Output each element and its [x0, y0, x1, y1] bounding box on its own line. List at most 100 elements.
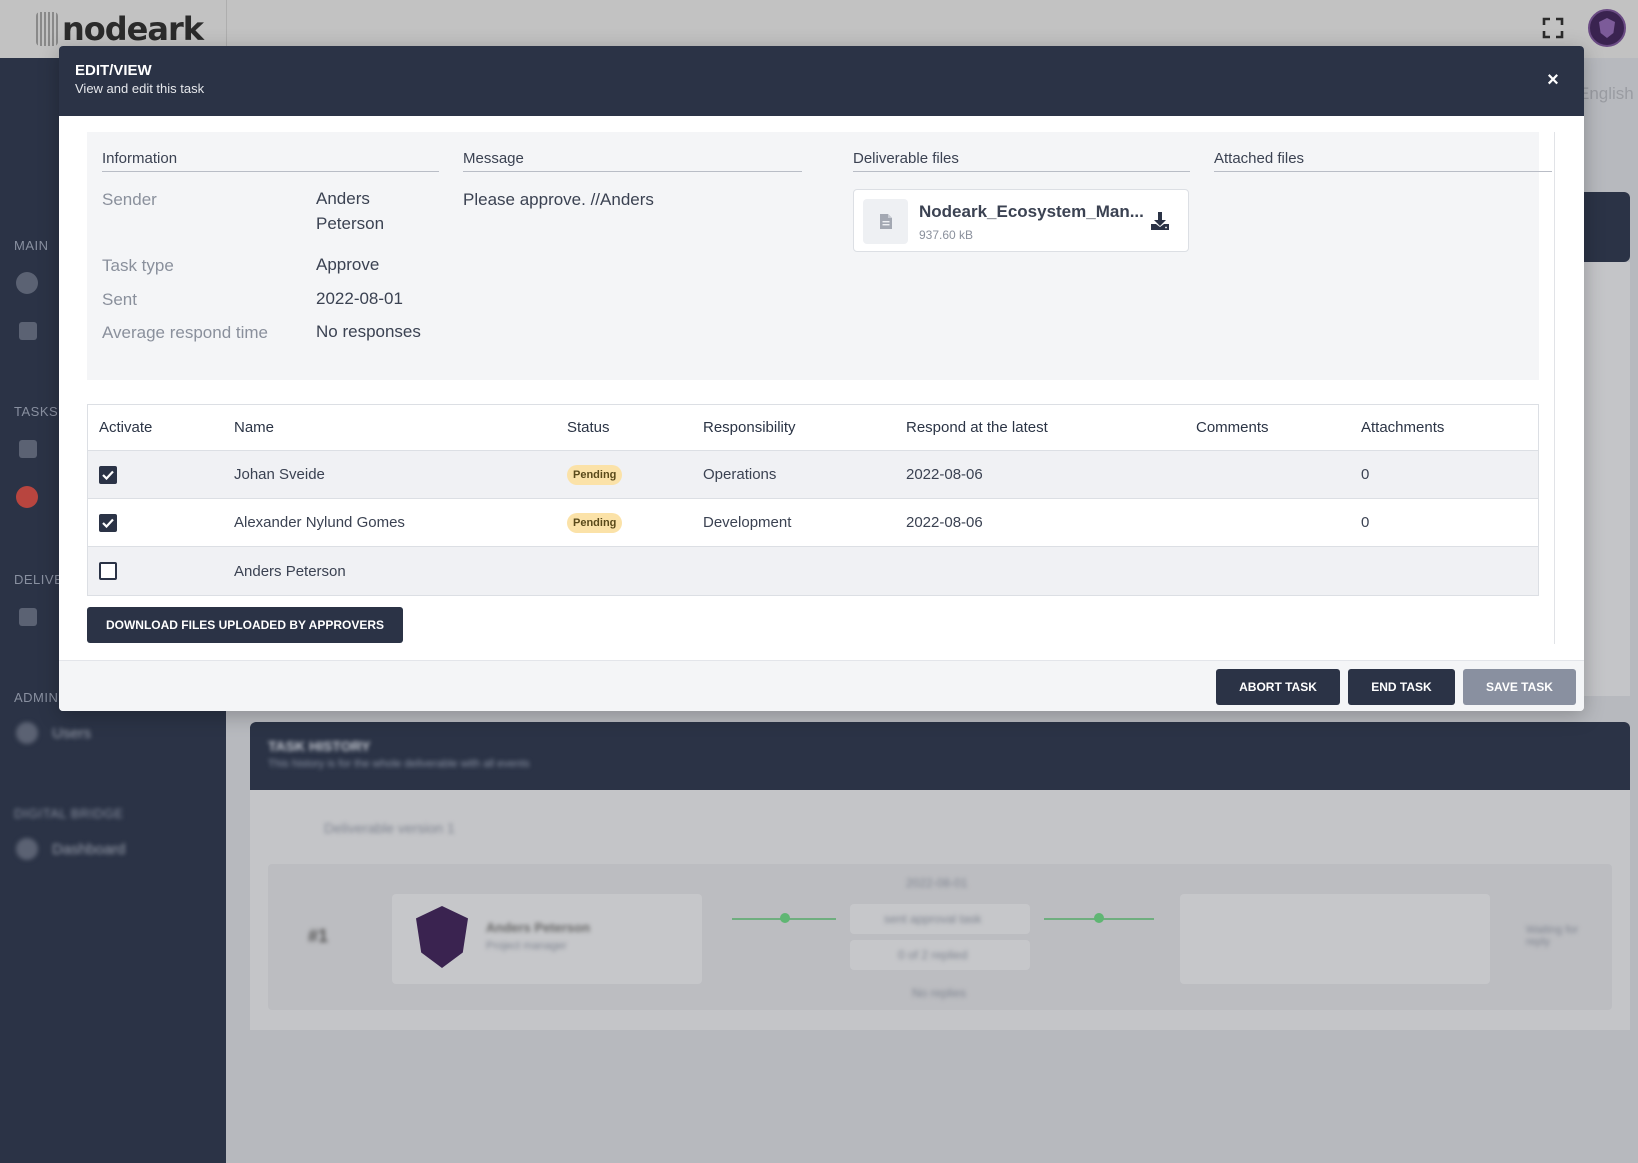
history-no-replies: No replies	[912, 986, 967, 1000]
progress-dot	[1094, 913, 1104, 923]
history-replies-card	[850, 940, 1030, 970]
modal-subtitle: View and edit this task	[75, 81, 205, 96]
deliverable-file-card[interactable]: Nodeark_Ecosystem_Man... 937.60 kB	[853, 189, 1189, 252]
sent-label: Sent	[102, 290, 137, 309]
status-badge: Pending	[567, 512, 623, 533]
modal-title: EDIT/VIEW	[75, 62, 152, 79]
modal-header: EDIT/VIEW View and edit this task ×	[59, 46, 1584, 116]
col-status: Status	[567, 419, 610, 436]
abort-task-button[interactable]: ABORT TASK	[1216, 669, 1340, 705]
history-date: 2022-08-01	[906, 876, 968, 890]
folder-icon	[19, 322, 37, 340]
close-icon[interactable]: ×	[1547, 68, 1559, 91]
sidebar-section-admin: ADMIN	[14, 690, 59, 705]
activate-checkbox[interactable]	[99, 465, 117, 484]
information-heading: Information	[102, 150, 439, 172]
sidebar-item-users[interactable]: Users	[16, 718, 216, 748]
activate-cell	[99, 547, 117, 595]
dashboard-icon	[16, 838, 38, 860]
sidebar-item-settings[interactable]	[16, 268, 216, 298]
history-header	[250, 722, 1630, 790]
activate-checkbox[interactable]	[99, 513, 117, 532]
col-attachments: Attachments	[1361, 419, 1445, 436]
download-icon[interactable]	[1150, 211, 1170, 231]
modal-footer: ABORT TASK END TASK SAVE TASK	[59, 660, 1584, 711]
attachments-count: 0	[1361, 466, 1370, 483]
col-responsibility: Responsibility	[703, 419, 796, 436]
gears-icon	[16, 272, 38, 294]
approvers-table: Activate Name Status Responsibility Resp…	[87, 404, 1539, 596]
file-import-icon	[19, 440, 37, 458]
download-approver-files-button[interactable]: DOWNLOAD FILES UPLOADED BY APPROVERS	[87, 607, 403, 643]
logo-text: nodeark	[62, 10, 204, 48]
respond-date: 2022-08-06	[906, 514, 983, 531]
sidebar-item-tasks[interactable]	[16, 434, 216, 464]
table-row: Johan Sveide Pending Operations 2022-08-…	[88, 451, 1538, 499]
deliverable-files-heading: Deliverable files	[853, 150, 1190, 172]
sent-value: 2022-08-01	[316, 289, 403, 308]
avg-respond-value: No responses	[316, 322, 421, 341]
fullscreen-icon[interactable]	[1542, 17, 1564, 39]
sender-value: Anders Peterson	[316, 189, 385, 233]
history-action-card	[850, 904, 1030, 934]
status-cell: Pending	[567, 499, 623, 546]
attached-files-heading: Attached files	[1214, 150, 1552, 172]
sidebar-section-deliverables: DELIVE	[14, 572, 64, 587]
history-subtitle: This history is for the whole deliverabl…	[268, 758, 530, 770]
sidebar-item-deliverables[interactable]	[16, 602, 216, 632]
history-row-index: #1	[308, 926, 329, 946]
check-icon	[102, 518, 114, 528]
logo-mark-icon	[36, 12, 58, 46]
history-replies: 0 of 2 replied	[898, 948, 968, 962]
end-task-button[interactable]: END TASK	[1348, 669, 1455, 705]
avg-respond-label: Average respond time	[102, 323, 269, 342]
file-icon	[863, 199, 908, 244]
activate-cell	[99, 451, 117, 498]
history-person: Anders Peterson	[486, 920, 591, 935]
responsibility: Development	[703, 514, 792, 531]
activate-checkbox[interactable]	[99, 562, 117, 580]
document-icon	[19, 608, 37, 626]
sidebar-item-dashboard[interactable]: Dashboard	[16, 834, 216, 864]
history-version-label: Deliverable version 1	[324, 820, 455, 836]
sidebar-section-main: MAIN	[14, 238, 49, 253]
task-info-panel: Information Sender Anders Peterson Task …	[87, 132, 1552, 380]
file-size: 937.60 kB	[919, 228, 974, 242]
history-action: sent approval task	[884, 912, 982, 926]
history-status-note: Waiting for reply	[1526, 924, 1579, 948]
col-comments: Comments	[1196, 419, 1269, 436]
task-message: Please approve. //Anders	[463, 190, 654, 209]
table-header-row: Activate Name Status Responsibility Resp…	[88, 405, 1538, 451]
history-role: Project manager	[486, 940, 567, 952]
history-title: TASK HISTORY	[268, 738, 371, 754]
attachments-count: 0	[1361, 514, 1370, 531]
status-cell: Pending	[567, 451, 623, 498]
app-logo[interactable]: nodeark	[36, 10, 204, 48]
approver-name: Alexander Nylund Gomes	[234, 514, 405, 531]
modal-body: Information Sender Anders Peterson Task …	[59, 116, 1584, 660]
responsibility: Operations	[703, 466, 777, 483]
sidebar-section-digital-bridge: DIGITAL BRIDGE	[14, 806, 124, 821]
col-activate: Activate	[99, 419, 153, 436]
save-task-button[interactable]: SAVE TASK	[1463, 669, 1576, 705]
sidebar-item-alerts[interactable]	[16, 482, 216, 512]
user-avatar[interactable]	[1588, 9, 1626, 47]
edit-task-modal: EDIT/VIEW View and edit this task × Info…	[59, 46, 1584, 711]
task-type-label: Task type	[102, 256, 174, 275]
task-type-value: Approve	[316, 255, 380, 274]
scrollbar[interactable]	[1554, 132, 1555, 644]
file-name: Nodeark_Ecosystem_Man...	[919, 202, 1144, 221]
language-selector[interactable]: English	[1578, 84, 1634, 103]
history-approvers-card	[1180, 894, 1490, 984]
sidebar-item-label: Dashboard	[52, 840, 126, 858]
divider	[226, 0, 227, 58]
approver-name: Anders Peterson	[234, 562, 346, 580]
table-row: Alexander Nylund Gomes Pending Developme…	[88, 499, 1538, 547]
status-badge: Pending	[567, 464, 623, 485]
respond-date: 2022-08-06	[906, 466, 983, 483]
sidebar-item-label: Users	[52, 724, 92, 742]
sidebar-section-tasks: TASKS	[14, 404, 59, 419]
col-name: Name	[234, 419, 275, 436]
sidebar-item-projects[interactable]	[16, 316, 216, 346]
progress-dot	[780, 913, 790, 923]
